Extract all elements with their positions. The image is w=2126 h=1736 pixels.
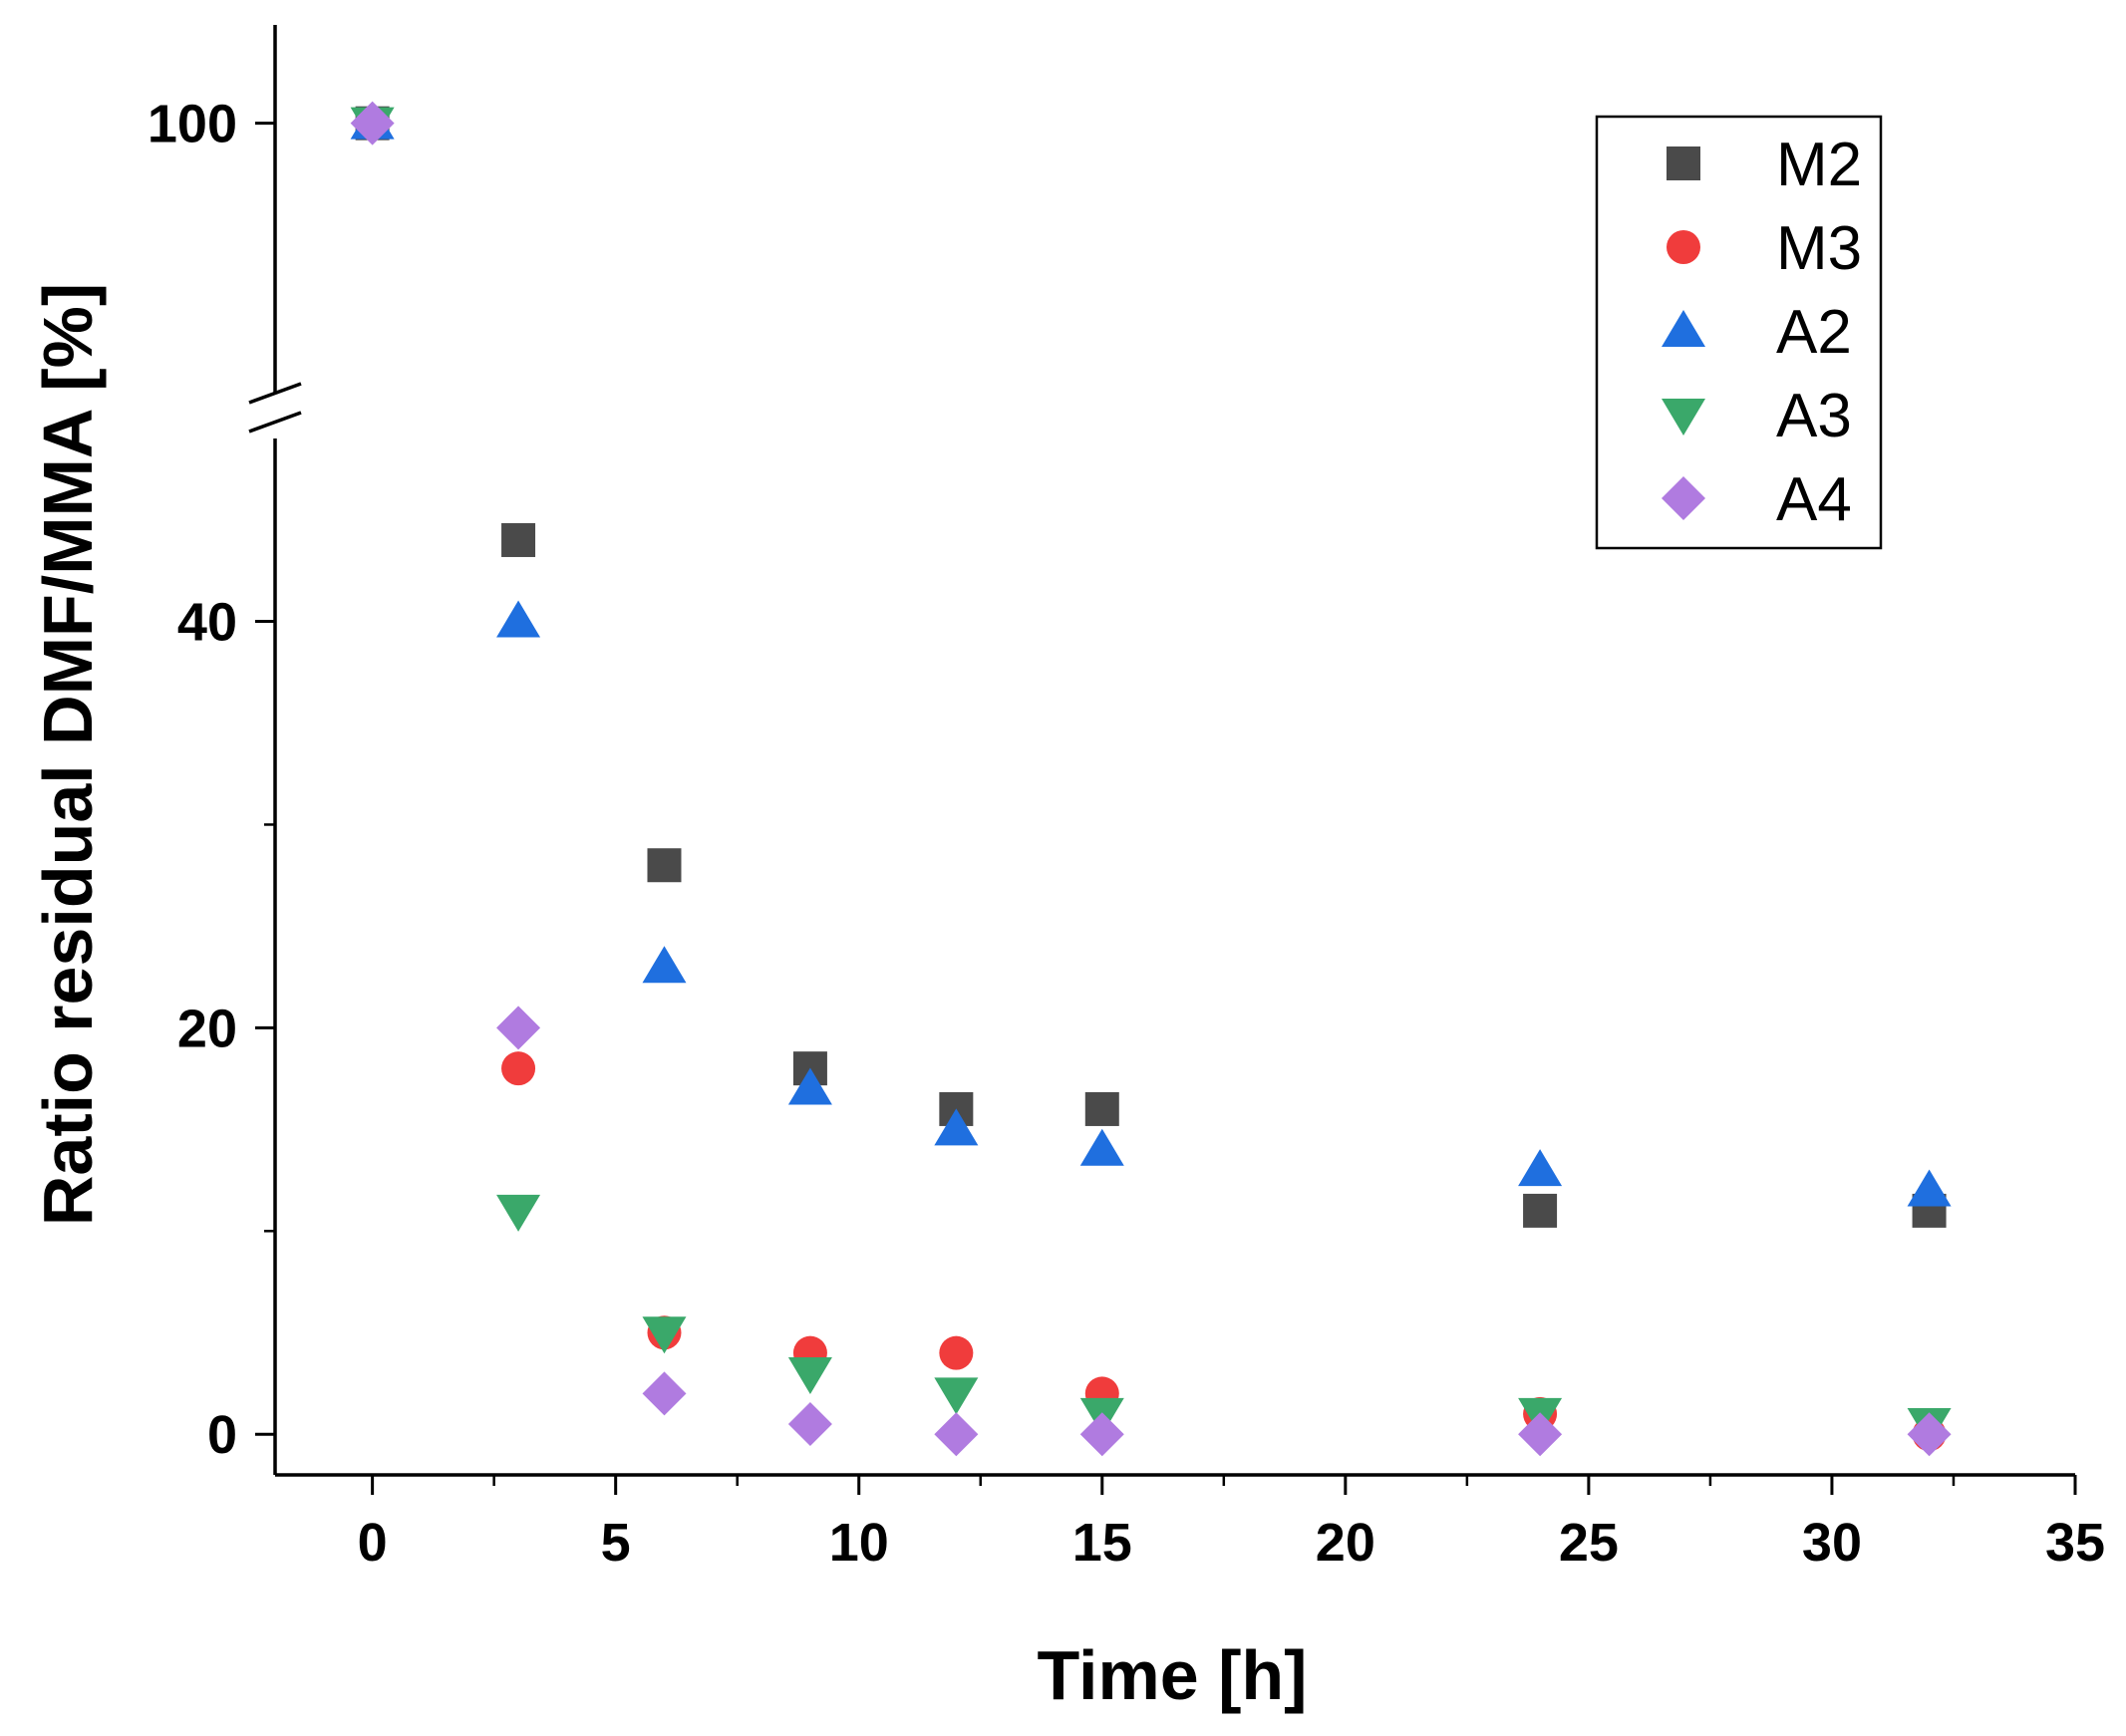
point-m3 <box>501 1051 536 1086</box>
point-a4 <box>496 1006 541 1050</box>
point-a4 <box>787 1402 832 1447</box>
y-ticks: 0 20 40 100 <box>148 95 275 1465</box>
axes <box>248 25 2075 1477</box>
x-tick-label: 25 <box>1559 1513 1619 1573</box>
point-m2 <box>1523 1193 1558 1228</box>
point-a2 <box>496 600 541 638</box>
point-m2 <box>501 522 536 557</box>
legend-box <box>1595 115 1883 550</box>
legend-label: A4 <box>1776 465 1852 534</box>
legend-label: M3 <box>1776 214 1862 283</box>
series-a4 <box>350 101 1952 1457</box>
point-a4 <box>1907 1412 1952 1457</box>
point-m3 <box>939 1335 974 1370</box>
x-axis-title: Time [h] <box>1038 1636 1308 1714</box>
point-a4 <box>1518 1412 1563 1457</box>
legend-marker-m3 <box>1667 230 1700 264</box>
x-tick-label: 15 <box>1072 1513 1132 1573</box>
legend-item-m2: M2 <box>1667 131 1862 199</box>
legend-label: A2 <box>1776 298 1852 367</box>
legend-label: A3 <box>1776 382 1852 450</box>
point-a2 <box>1907 1169 1952 1207</box>
legend-item-a2: A2 <box>1662 298 1852 367</box>
legend-item-m3: M3 <box>1667 214 1862 283</box>
x-tick-label: 35 <box>2045 1513 2105 1573</box>
y-tick-label: 0 <box>207 1405 237 1465</box>
axis-break-mark <box>248 382 302 405</box>
point-m2 <box>647 848 682 883</box>
y-tick-label: 20 <box>177 999 237 1058</box>
axis-break-mark <box>248 411 302 434</box>
point-a3 <box>934 1377 979 1415</box>
x-tick-label: 10 <box>829 1513 889 1573</box>
point-a4 <box>1079 1412 1124 1457</box>
y-tick-label: 100 <box>148 95 237 154</box>
legend-label: M2 <box>1776 131 1862 199</box>
y-tick-label: 40 <box>177 593 237 653</box>
point-m2 <box>1084 1091 1119 1126</box>
x-tick-label: 30 <box>1802 1513 1862 1573</box>
y-axis-title: Ratio residual DMF/MMA [%] <box>29 283 107 1226</box>
point-a2 <box>787 1067 832 1105</box>
x-tick-label: 20 <box>1316 1513 1375 1573</box>
point-a3 <box>496 1194 541 1232</box>
point-a2 <box>1518 1149 1563 1187</box>
x-ticks: 0 5 10 15 20 25 30 35 <box>358 1475 2105 1573</box>
point-a4 <box>350 101 395 145</box>
x-tick-label: 5 <box>601 1513 631 1573</box>
legend: M2 M3 A2 A3 A4 <box>1595 115 1883 550</box>
legend-marker-a4 <box>1662 476 1705 520</box>
point-a2 <box>934 1108 979 1146</box>
legend-marker-a3 <box>1662 399 1705 435</box>
legend-marker-a2 <box>1662 310 1705 347</box>
data-points <box>350 101 1952 1457</box>
x-tick-label: 0 <box>358 1513 388 1573</box>
legend-marker-m2 <box>1667 146 1700 180</box>
point-a3 <box>787 1357 832 1395</box>
legend-item-a3: A3 <box>1662 382 1852 450</box>
legend-item-a4: A4 <box>1662 465 1852 534</box>
point-a2 <box>642 946 687 984</box>
point-a4 <box>934 1412 979 1457</box>
point-a2 <box>1079 1128 1124 1166</box>
point-a4 <box>642 1371 687 1416</box>
point-a3 <box>642 1316 687 1354</box>
